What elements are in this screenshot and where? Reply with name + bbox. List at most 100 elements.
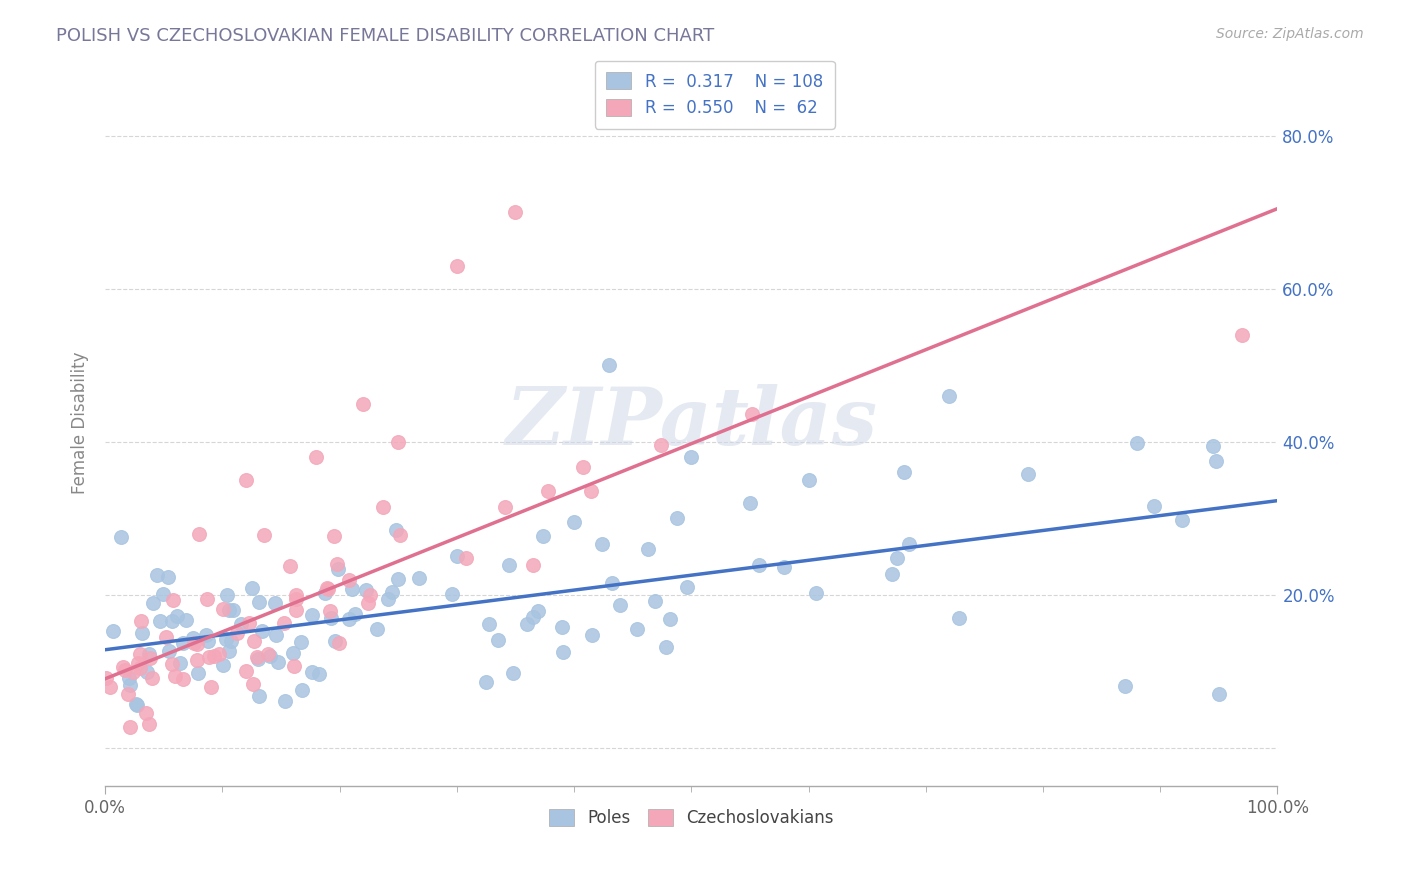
Point <box>212 601 235 615</box>
Point <box>1205 453 1227 467</box>
Point <box>609 599 631 613</box>
Point <box>162 593 184 607</box>
Point <box>893 466 915 480</box>
Point <box>938 389 960 403</box>
Point <box>551 645 574 659</box>
Point <box>408 571 430 585</box>
Point <box>328 636 350 650</box>
Point <box>344 607 367 621</box>
Point <box>637 542 659 557</box>
Point <box>681 450 703 464</box>
Point <box>797 473 820 487</box>
Point <box>446 259 468 273</box>
Point <box>231 616 253 631</box>
Point <box>186 637 208 651</box>
Point <box>183 636 205 650</box>
Point <box>308 667 330 681</box>
Point <box>446 549 468 564</box>
Point <box>281 646 304 660</box>
Point <box>218 602 240 616</box>
Point <box>357 596 380 610</box>
Point <box>181 632 204 646</box>
Point <box>160 657 183 671</box>
Point <box>1114 680 1136 694</box>
Point <box>650 438 672 452</box>
Point <box>352 396 374 410</box>
Point <box>166 608 188 623</box>
Point <box>675 581 697 595</box>
Point <box>243 634 266 648</box>
Point <box>118 671 141 685</box>
Point <box>285 588 308 602</box>
Point <box>129 614 152 628</box>
Point <box>301 665 323 679</box>
Point <box>103 624 125 638</box>
Point <box>305 450 328 464</box>
Point <box>658 613 681 627</box>
Point <box>267 655 290 669</box>
Point <box>440 587 463 601</box>
Point <box>385 523 408 537</box>
Point <box>283 658 305 673</box>
Point <box>581 628 603 642</box>
Point <box>266 628 288 642</box>
Point <box>644 593 666 607</box>
Point <box>131 626 153 640</box>
Point <box>187 666 209 681</box>
Point <box>371 500 394 515</box>
Point <box>301 608 323 623</box>
Point <box>253 528 276 542</box>
Point <box>741 407 763 421</box>
Point <box>247 690 270 704</box>
Point <box>172 636 194 650</box>
Point <box>285 603 308 617</box>
Point <box>138 648 160 662</box>
Point <box>139 650 162 665</box>
Point <box>100 680 122 694</box>
Point <box>146 568 169 582</box>
Point <box>247 594 270 608</box>
Point <box>114 664 136 678</box>
Point <box>186 653 208 667</box>
Point <box>278 559 301 574</box>
Point <box>235 664 257 678</box>
Point <box>388 527 411 541</box>
Point <box>948 610 970 624</box>
Point <box>172 672 194 686</box>
Point <box>581 483 603 498</box>
Point <box>129 661 152 675</box>
Point <box>322 529 344 543</box>
Point <box>381 585 404 599</box>
Point <box>337 574 360 588</box>
Point <box>217 588 239 602</box>
Point <box>366 622 388 636</box>
Point <box>125 697 148 711</box>
Point <box>235 473 257 487</box>
Point <box>96 671 118 685</box>
Point <box>195 592 218 607</box>
Point <box>225 625 247 640</box>
Y-axis label: Female Disability: Female Disability <box>72 351 89 494</box>
Point <box>486 632 509 647</box>
Point <box>498 558 520 572</box>
Point <box>141 671 163 685</box>
Point <box>129 647 152 661</box>
Point <box>387 573 409 587</box>
Point <box>117 687 139 701</box>
Point <box>218 644 240 658</box>
Point <box>208 647 231 661</box>
Point <box>551 620 574 634</box>
Point <box>202 648 225 663</box>
Point <box>1208 687 1230 701</box>
Point <box>212 657 235 672</box>
Point <box>215 632 238 647</box>
Point <box>314 586 336 600</box>
Point <box>135 706 157 721</box>
Point <box>522 609 544 624</box>
Point <box>882 567 904 582</box>
Point <box>340 582 363 597</box>
Point <box>1017 467 1039 481</box>
Point <box>572 459 595 474</box>
Point <box>748 558 770 572</box>
Point <box>188 526 211 541</box>
